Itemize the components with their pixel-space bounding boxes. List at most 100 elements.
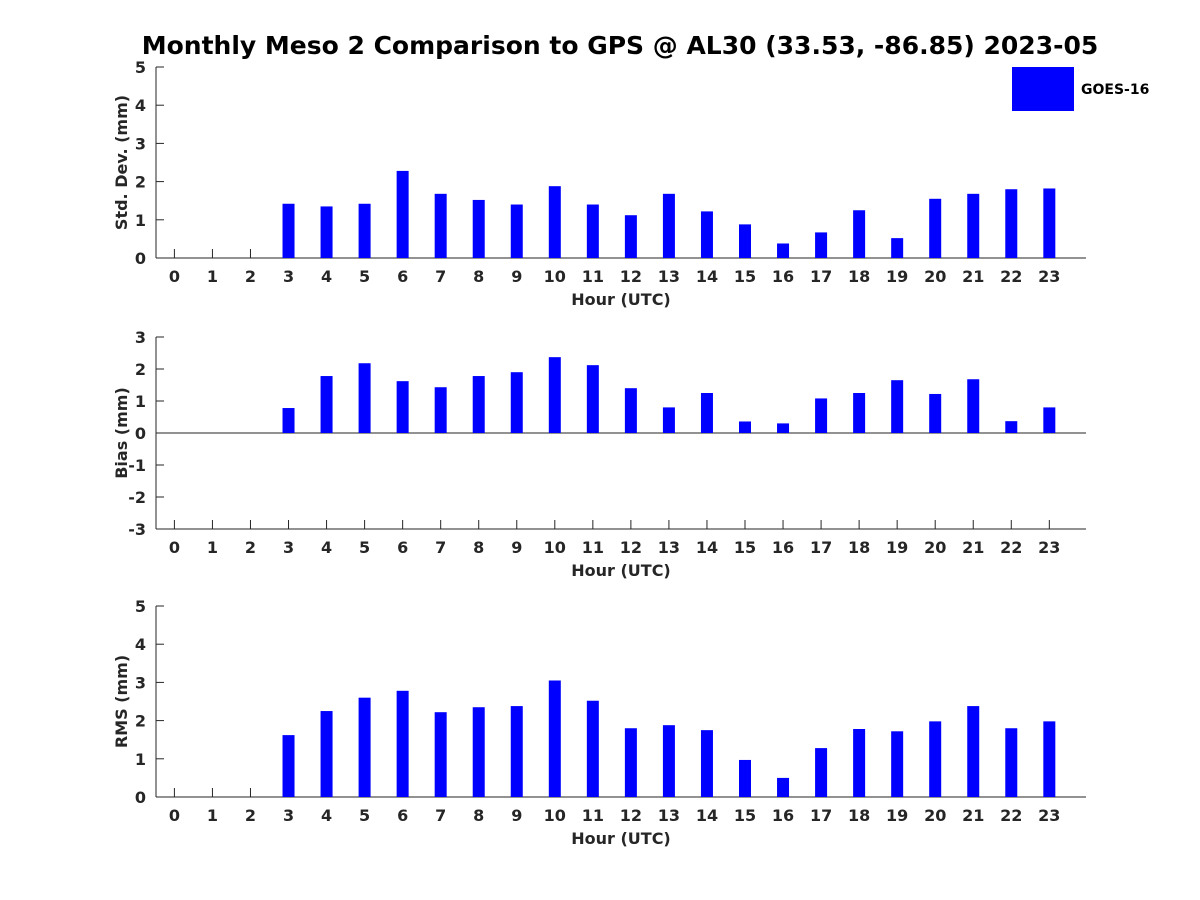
bar-hour-17 — [815, 232, 828, 258]
bar-hour-3 — [282, 735, 295, 797]
x-tick-label: 11 — [582, 806, 604, 825]
legend-label-goes-16: GOES-16 — [1081, 82, 1149, 98]
bar-hour-4 — [320, 376, 333, 433]
y-tick-label: 2 — [135, 712, 146, 731]
x-tick-label: 12 — [620, 806, 642, 825]
y-tick-label: -1 — [128, 456, 146, 475]
bar-hour-13 — [662, 193, 675, 258]
x-tick-label: 16 — [772, 267, 794, 286]
y-tick-label: -3 — [128, 520, 146, 539]
bar-hour-21 — [967, 379, 980, 433]
x-tick-label: 7 — [435, 267, 446, 286]
y-tick-label: 3 — [135, 134, 146, 153]
x-tick-label: 14 — [696, 267, 718, 286]
y-tick-label: 1 — [135, 392, 146, 411]
bar-hour-7 — [434, 712, 447, 797]
bar-hour-10 — [548, 186, 561, 258]
x-tick-label: 3 — [283, 538, 294, 557]
x-tick-label: 3 — [283, 806, 294, 825]
bar-hour-9 — [510, 372, 523, 433]
x-tick-label: 4 — [321, 538, 332, 557]
bar-hour-14 — [700, 211, 713, 258]
bar-hour-17 — [815, 748, 828, 797]
x-tick-label: 22 — [1000, 538, 1022, 557]
x-tick-label: 23 — [1038, 538, 1060, 557]
y-axis-label: Bias (mm) — [112, 387, 131, 479]
x-tick-label: 23 — [1038, 806, 1060, 825]
bar-hour-15 — [739, 421, 751, 433]
x-tick-label: 16 — [772, 806, 794, 825]
x-tick-label: 10 — [544, 267, 566, 286]
x-tick-label: 3 — [283, 267, 294, 286]
x-tick-label: 7 — [435, 538, 446, 557]
x-tick-label: 22 — [1000, 806, 1022, 825]
x-tick-label: 12 — [620, 538, 642, 557]
bar-hour-4 — [320, 711, 333, 797]
bar-hour-12 — [624, 388, 637, 433]
bar-hour-22 — [1005, 728, 1018, 797]
x-tick-label: 19 — [886, 806, 908, 825]
bar-hour-20 — [929, 721, 942, 797]
bar-hour-23 — [1043, 721, 1056, 797]
x-tick-label: 14 — [696, 538, 718, 557]
bar-hour-8 — [472, 376, 485, 433]
y-tick-label: 0 — [135, 249, 146, 268]
y-tick-label: 4 — [135, 635, 146, 654]
x-tick-label: 12 — [620, 267, 642, 286]
x-tick-label: 2 — [245, 267, 256, 286]
x-tick-label: 14 — [696, 806, 718, 825]
x-tick-label: 17 — [810, 806, 832, 825]
bar-hour-15 — [739, 759, 751, 797]
bar-hour-8 — [472, 199, 485, 258]
bar-hour-11 — [586, 700, 599, 797]
x-tick-label: 0 — [169, 267, 180, 286]
bar-hour-5 — [358, 203, 371, 258]
bar-hour-20 — [929, 198, 942, 258]
x-tick-label: 10 — [544, 806, 566, 825]
x-tick-label: 1 — [207, 538, 218, 557]
bar-hour-14 — [700, 730, 713, 797]
x-axis-label: Hour (UTC) — [571, 290, 671, 309]
x-tick-label: 9 — [511, 538, 522, 557]
x-tick-label: 1 — [207, 267, 218, 286]
bar-hour-7 — [434, 387, 447, 433]
y-tick-label: 4 — [135, 96, 146, 115]
x-tick-label: 5 — [359, 267, 370, 286]
x-tick-label: 11 — [582, 538, 604, 557]
x-tick-label: 18 — [848, 267, 870, 286]
legend: GOES-16 — [1012, 67, 1149, 111]
x-tick-label: 0 — [169, 538, 180, 557]
bar-hour-6 — [396, 381, 409, 433]
x-tick-label: 9 — [511, 806, 522, 825]
x-tick-label: 13 — [658, 267, 680, 286]
bar-hour-11 — [586, 204, 599, 258]
x-tick-label: 5 — [359, 806, 370, 825]
x-tick-label: 17 — [810, 538, 832, 557]
x-tick-label: 20 — [924, 267, 946, 286]
bar-hour-21 — [967, 706, 980, 797]
x-tick-label: 15 — [734, 806, 756, 825]
bar-hour-5 — [358, 697, 371, 797]
bar-hour-6 — [396, 690, 409, 797]
y-tick-label: 0 — [135, 788, 146, 807]
y-tick-label: 1 — [135, 211, 146, 230]
bar-hour-8 — [472, 707, 485, 797]
bar-hour-6 — [396, 170, 409, 258]
x-axis-label: Hour (UTC) — [571, 561, 671, 580]
x-tick-label: 15 — [734, 538, 756, 557]
bar-hour-18 — [853, 393, 866, 433]
bar-hour-17 — [815, 398, 828, 433]
x-tick-label: 2 — [245, 806, 256, 825]
x-tick-label: 6 — [397, 538, 408, 557]
x-tick-label: 21 — [962, 806, 984, 825]
bar-hour-3 — [282, 408, 295, 433]
y-tick-label: 0 — [135, 424, 146, 443]
bar-hour-12 — [624, 215, 637, 258]
x-tick-label: 1 — [207, 806, 218, 825]
bar-hour-23 — [1043, 407, 1056, 433]
